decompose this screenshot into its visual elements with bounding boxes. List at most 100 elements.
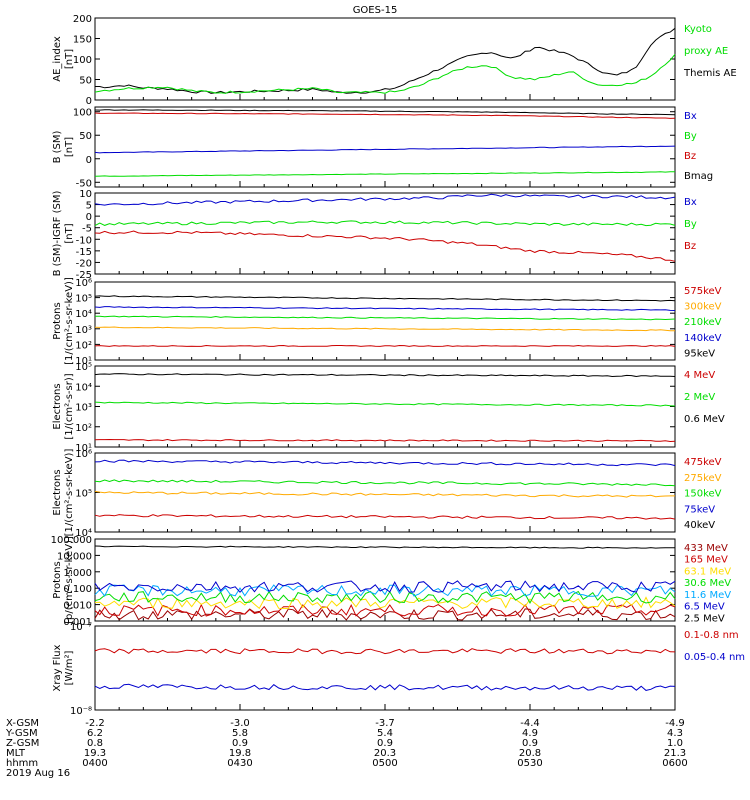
y-axis-label: B (SM) bbox=[52, 130, 63, 163]
legend-label: Bz bbox=[684, 241, 696, 252]
panel-frame bbox=[94, 281, 676, 361]
y-tick-label: 10 bbox=[79, 189, 92, 200]
series-line bbox=[94, 603, 676, 617]
axis-row-value: 21.3 bbox=[664, 748, 686, 759]
axis-row-value: 0400 bbox=[82, 758, 107, 769]
y-tick-label: 5 bbox=[86, 201, 92, 212]
series-line bbox=[94, 112, 676, 119]
legend-label: 150keV bbox=[684, 489, 722, 500]
axis-row-value: 0.9 bbox=[232, 738, 248, 749]
date-label: 2019 Aug 16 bbox=[6, 768, 70, 779]
panel-frame bbox=[94, 17, 676, 101]
series-line bbox=[94, 230, 676, 262]
axis-row-value: 0600 bbox=[662, 758, 687, 769]
series-line bbox=[94, 193, 676, 206]
axis-row-value: -4.4 bbox=[520, 718, 540, 729]
legend-label: By bbox=[684, 219, 697, 230]
legend-label: Themis AE bbox=[683, 68, 737, 79]
axis-row-label: Z-GSM bbox=[6, 738, 39, 749]
legend-label: Bx bbox=[684, 197, 697, 208]
axis-row-value: -3.7 bbox=[375, 718, 395, 729]
legend-label: 6.5 MeV bbox=[684, 602, 725, 613]
y-axis-label: [1/(cm²-s-sr-keV)] bbox=[64, 449, 75, 537]
axis-row-label: Y-GSM bbox=[5, 728, 38, 739]
y-tick-label: 10⁵ bbox=[75, 362, 92, 373]
series-line bbox=[94, 459, 676, 467]
y-axis-label: Electrons bbox=[52, 469, 63, 515]
axis-row-value: 0.8 bbox=[87, 738, 103, 749]
axis-row-value: 20.8 bbox=[519, 748, 541, 759]
series-line bbox=[94, 514, 676, 520]
series-line bbox=[94, 145, 676, 154]
series-line bbox=[94, 109, 676, 116]
axis-row-value: 5.8 bbox=[232, 728, 248, 739]
y-tick-label: 200 bbox=[73, 14, 92, 25]
y-tick-label: 10⁻⁸ bbox=[70, 706, 92, 717]
series-line bbox=[94, 545, 675, 549]
legend-label: Bmag bbox=[684, 171, 713, 182]
panel-frame bbox=[94, 625, 676, 711]
y-tick-label: 0.001 bbox=[63, 617, 92, 628]
series-line bbox=[94, 580, 676, 593]
y-tick-label: 10³ bbox=[75, 403, 92, 414]
y-tick-label: 100 bbox=[73, 55, 92, 66]
axis-row-value: 1.0 bbox=[667, 738, 683, 749]
y-axis-label: [W/m²] bbox=[64, 650, 75, 685]
panel-bsm: 100 50 0 -50 B (SM) [nT] Bx By Bz Bmag bbox=[52, 106, 713, 189]
axis-row-label: MLT bbox=[6, 748, 26, 759]
panel-frame bbox=[94, 192, 676, 275]
y-tick-label: 10⁴ bbox=[75, 309, 92, 320]
legend-label: 11.6 MeV bbox=[684, 590, 731, 601]
y-tick-label: -50 bbox=[76, 178, 92, 189]
legend-label: 210keV bbox=[684, 317, 722, 328]
series-line bbox=[94, 584, 676, 597]
y-axis-label: Electrons bbox=[52, 383, 63, 429]
series-line bbox=[94, 479, 676, 487]
series-line bbox=[94, 490, 675, 498]
axis-row-value: 0500 bbox=[372, 758, 397, 769]
y-tick-label: 150 bbox=[73, 35, 92, 46]
axis-row-label: hhmm bbox=[6, 758, 38, 769]
y-tick-label: 10⁶ bbox=[75, 278, 92, 289]
axis-row-value: 5.4 bbox=[377, 728, 393, 739]
axis-row-value: -4.9 bbox=[665, 718, 685, 729]
y-axis-label: [nT] bbox=[64, 223, 75, 243]
legend-label: 275keV bbox=[684, 473, 722, 484]
legend-label: Kyoto bbox=[684, 24, 712, 35]
y-tick-label: 0.100 bbox=[63, 584, 92, 595]
panel-electrons_mev: 10⁵ 10⁴ 10³ 10² 10¹ Electrons [1/(cm²-s-sr)] 4 … bbox=[52, 362, 725, 454]
y-axis-label: [1/(cm²-s-sr-keV)] bbox=[64, 277, 75, 365]
axis-row-value: 6.2 bbox=[87, 728, 103, 739]
legend-label: 0.05-0.4 nm bbox=[684, 652, 745, 663]
series-line bbox=[94, 306, 676, 311]
y-tick-label: 0 bbox=[86, 155, 92, 166]
y-axis-label: [nT] bbox=[64, 49, 75, 69]
y-axis-label: [nT] bbox=[64, 137, 75, 157]
series-line bbox=[94, 648, 676, 655]
series-line bbox=[94, 171, 675, 177]
y-tick-label: 10⁻⁷ bbox=[70, 622, 92, 633]
y-tick-label: 1.000 bbox=[63, 568, 92, 579]
legend-label: proxy AE bbox=[684, 46, 728, 57]
axis-row-value: 4.9 bbox=[522, 728, 538, 739]
legend-label: 2 MeV bbox=[684, 392, 715, 403]
series-line bbox=[94, 220, 676, 227]
legend-label: Bz bbox=[684, 151, 696, 162]
y-tick-label: 10⁴ bbox=[75, 382, 92, 393]
series-line bbox=[94, 326, 676, 332]
y-tick-label: 10⁴ bbox=[75, 528, 92, 539]
legend-label: 300keV bbox=[684, 302, 722, 313]
legend-label: 95keV bbox=[684, 348, 715, 359]
y-axis-label: AE_index bbox=[52, 36, 63, 82]
y-tick-label: 10² bbox=[75, 423, 92, 434]
legend-label: 575keV bbox=[684, 286, 722, 297]
legend-label: 165 MeV bbox=[684, 555, 728, 566]
axis-row-value: 20.3 bbox=[374, 748, 396, 759]
y-tick-label: -10 bbox=[76, 235, 92, 246]
legend-label: 75keV bbox=[684, 504, 715, 515]
orbit-axis-table: X-GSM -2.2 -3.0 -3.7 -4.4 -4.9 Y-GSM 6.2 5.8 5.4 4… bbox=[5, 718, 688, 779]
legend-label: Bx bbox=[684, 111, 697, 122]
